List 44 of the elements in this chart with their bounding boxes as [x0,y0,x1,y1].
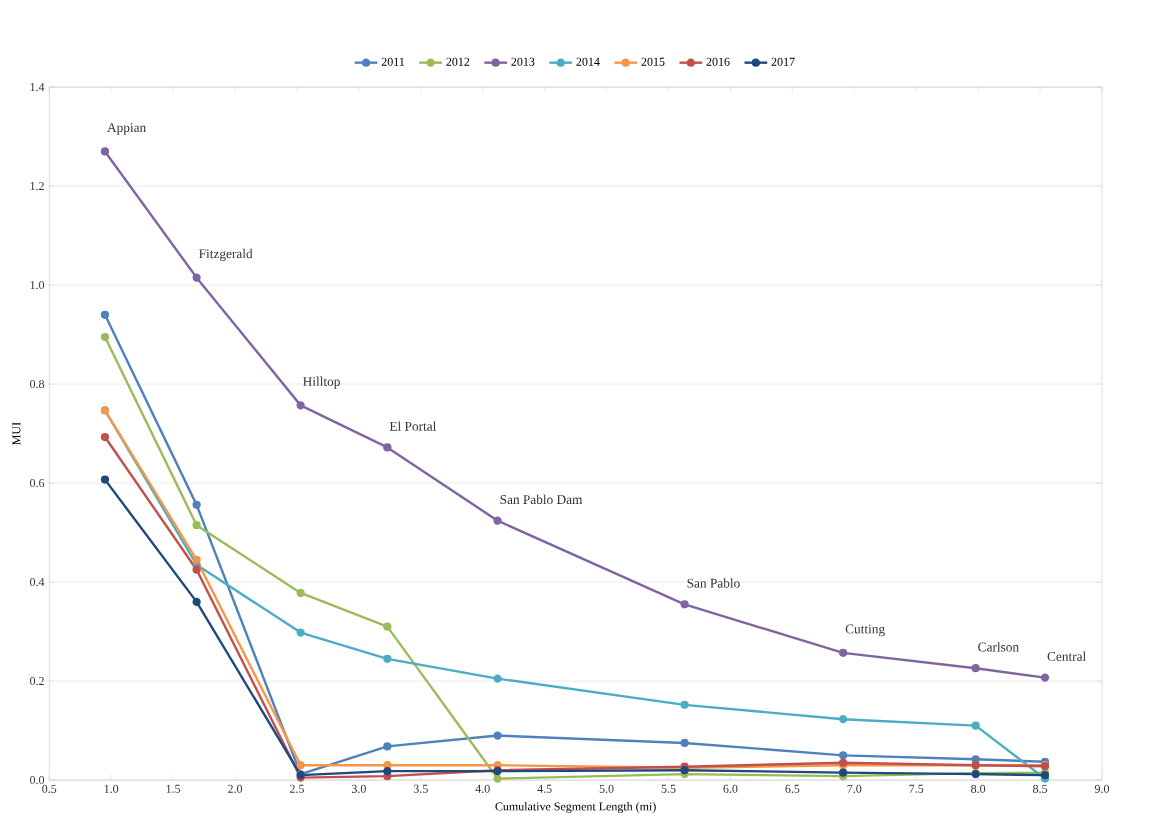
x-tick-label: 1.5 [166,784,181,793]
x-tick-label: 0.5 [42,784,57,793]
annotation: Cutting [845,624,885,636]
x-axis-title: Cumulative Segment Length (mi) [495,801,656,813]
annotation: Central [1047,651,1086,661]
x-tick-label: 2.5 [289,784,304,793]
y-axis-title: MUI [12,422,21,445]
annotation: Appian [107,122,146,135]
x-tick-label: 7.0 [847,784,862,793]
x-tick-label: 8.0 [971,784,986,793]
legend-label: 2013 [511,57,535,66]
annotation: El Portal [389,421,437,431]
x-tick-label: 9.0 [1094,784,1110,793]
y-tick-label: 1.0 [30,280,45,289]
y-tick-label: 0.8 [30,379,45,388]
x-tick-label: 5.0 [599,784,614,793]
legend-label: 2012 [446,57,470,66]
x-tick-label: 5.5 [661,784,676,793]
x-tick-label: 2.0 [228,784,243,793]
x-tick-label: 6.5 [785,784,800,793]
legend-label: 2016 [706,57,730,66]
x-tick-label: 7.5 [909,784,924,793]
x-tick-label: 3.5 [413,784,428,793]
annotation: San Pablo Dam [500,494,583,504]
legend-label: 2014 [576,57,600,66]
annotation: San Pablo [687,578,740,588]
annotation: Carlson [978,641,1019,652]
y-tick-label: 0.6 [30,478,45,487]
legend-label: 2015 [641,57,665,66]
x-tick-label: 1.0 [104,784,119,793]
x-tick-label: 8.5 [1033,784,1048,793]
x-tick-label: 4.5 [537,784,552,793]
y-tick-label: 0.2 [30,676,44,685]
annotation: Fitzgerald [199,248,253,261]
legend-label: 2017 [771,57,795,66]
x-tick-label: 3.0 [351,784,366,793]
y-tick-label: 0.0 [30,775,45,784]
annotation: Hilltop [303,376,340,389]
x-tick-label: 6.0 [723,784,738,793]
legend-label: 2011 [381,57,405,66]
y-tick-label: 0.4 [30,577,45,586]
y-tick-label: 1.2 [30,181,44,190]
y-tick-label: 1.4 [30,82,45,91]
x-tick-label: 4.0 [475,784,490,793]
